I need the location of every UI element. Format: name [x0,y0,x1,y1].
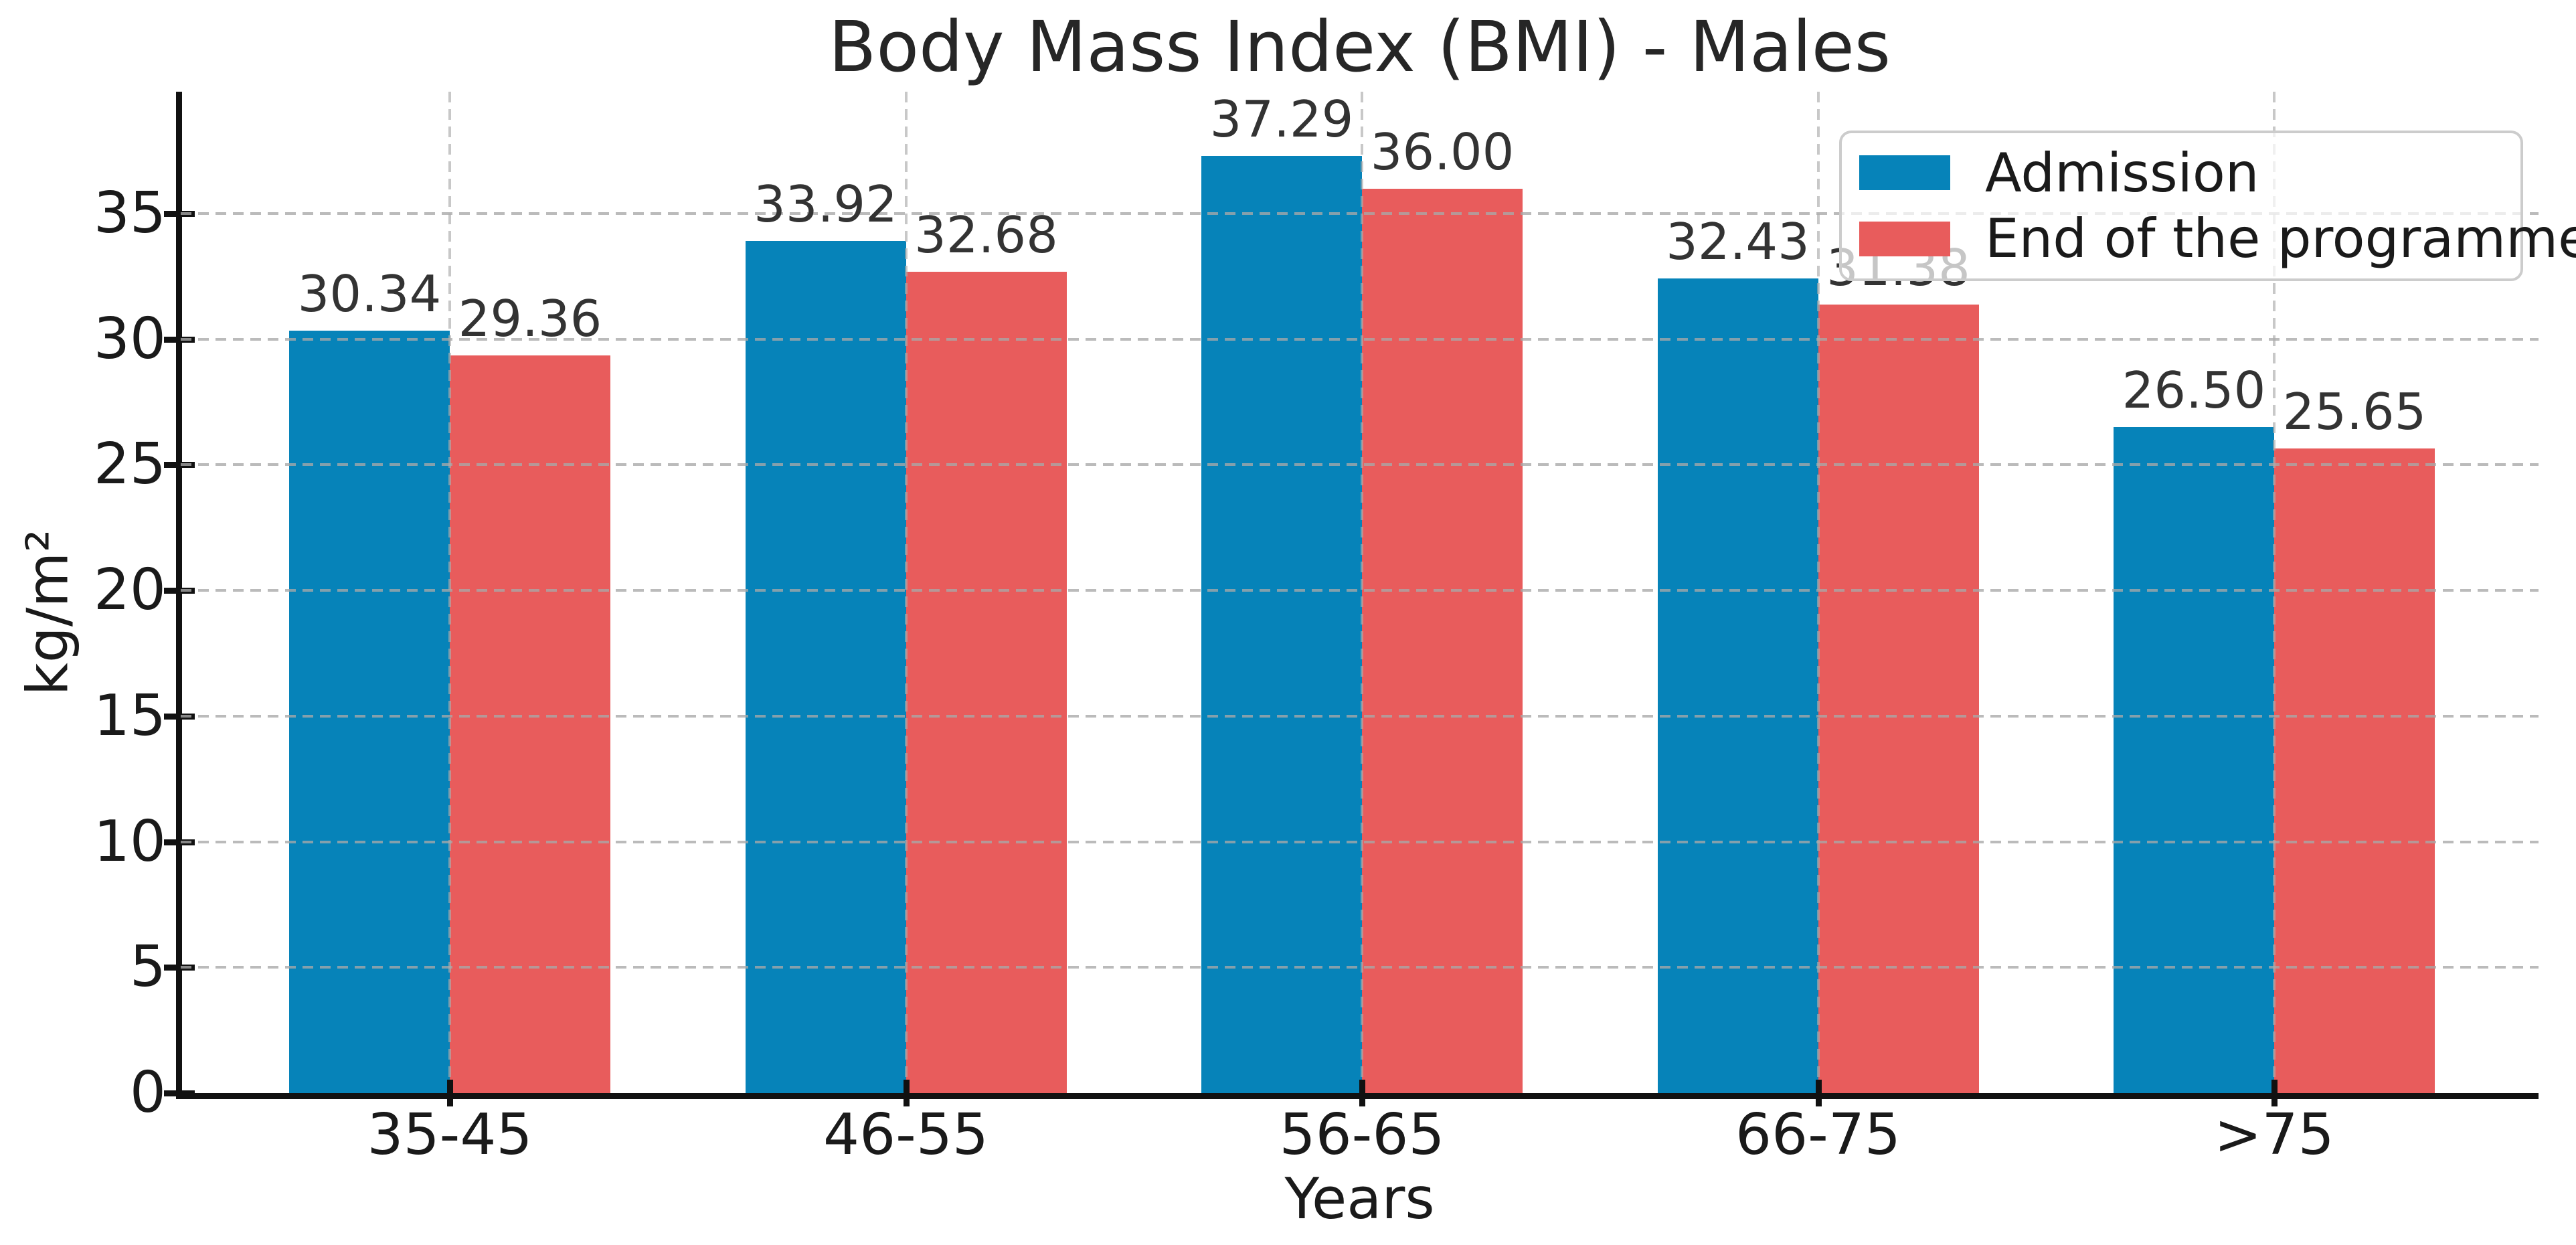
y-tick-10 [164,839,195,845]
y-tick-label-25: 25 [93,431,166,498]
legend-label: End of the programme [1985,208,2576,270]
legend-swatch-icon [1859,155,1950,191]
y-tick-label-0: 0 [129,1060,166,1126]
x-tick-label-35-45: 35-45 [367,1102,533,1168]
legend-item-end-of-the-programme: End of the programme [1859,208,2576,270]
bar-end-of-the-programme-56-65 [1362,188,1523,1093]
y-tick-25 [164,462,195,469]
chart-title: Body Mass Index (BMI) - Males [829,6,1891,88]
y-axis-spine [176,92,182,1099]
x-tick-66-75 [1815,1080,1822,1106]
x-axis-label: Years [1284,1166,1435,1232]
x-tick-56-65 [1359,1080,1365,1106]
legend: Admission End of the programme [1839,131,2576,281]
x-tick-label->75: >75 [2214,1102,2334,1168]
value-label-admission-56-65: 37.29 [1209,90,1354,149]
value-label-end-of-the-programme-56-65: 36.00 [1370,122,1515,181]
y-tick-30 [164,336,195,343]
y-tick-label-20: 20 [93,557,166,624]
bar-end-of-the-programme-46-55 [906,272,1067,1093]
x-tick->75 [2271,1080,2278,1106]
y-tick-20 [164,588,195,594]
legend-label: Admission [1985,141,2259,204]
x-tick-label-66-75: 66-75 [1735,1102,1901,1168]
bar-end-of-the-programme->75 [2274,448,2435,1093]
value-label-end-of-the-programme-46-55: 32.68 [914,205,1058,265]
value-label-admission-46-55: 33.92 [754,174,897,234]
legend-item-admission: Admission [1859,142,2520,204]
y-tick-label-35: 35 [93,180,166,247]
bar-end-of-the-programme-35-45 [450,355,610,1093]
y-tick-label-15: 15 [93,682,166,749]
y-tick-label-30: 30 [93,305,166,372]
x-axis-spine [176,1093,2539,1099]
x-tick-label-46-55: 46-55 [823,1102,989,1168]
value-label-admission->75: 26.50 [2122,361,2266,420]
bar-admission-35-45 [289,331,450,1093]
y-tick-label-5: 5 [129,934,166,1001]
y-tick-label-10: 10 [93,808,166,875]
x-tick-46-55 [903,1080,910,1106]
bar-end-of-the-programme-66-75 [1818,304,1979,1093]
x-tick-35-45 [447,1080,453,1106]
y-tick-35 [164,211,195,218]
value-label-end-of-the-programme-35-45: 29.36 [458,288,602,348]
bar-admission-46-55 [745,240,906,1093]
y-tick-15 [164,713,195,720]
value-label-end-of-the-programme->75: 25.65 [2282,382,2427,442]
bar-admission-66-75 [1657,278,1818,1093]
value-label-admission-66-75: 32.43 [1666,212,1810,271]
bar-admission->75 [2114,427,2274,1093]
value-label-admission-35-45: 30.34 [297,264,442,323]
bar-admission-56-65 [1201,156,1362,1093]
y-tick-0 [164,1090,195,1096]
legend-swatch-icon [1859,221,1950,256]
y-tick-5 [164,965,195,971]
x-tick-label-56-65: 56-65 [1279,1102,1445,1168]
